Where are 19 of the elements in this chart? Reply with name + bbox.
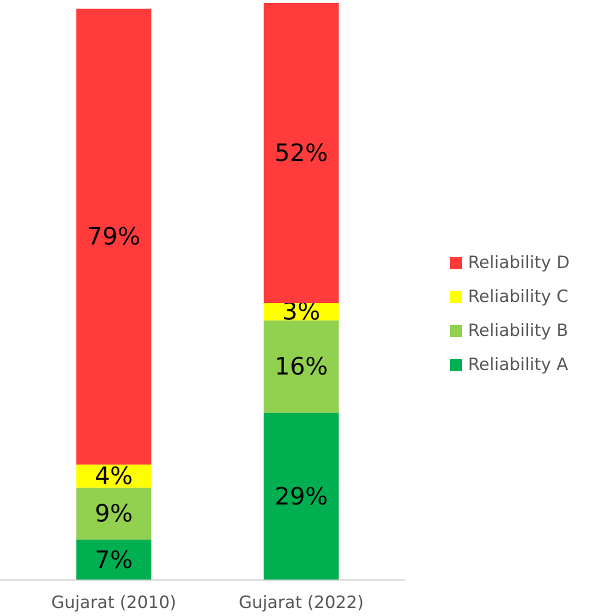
data-label: 9% <box>94 500 133 528</box>
legend-label: Reliability D <box>468 253 570 273</box>
legend-label: Reliability A <box>468 355 568 375</box>
bar <box>76 8 152 465</box>
legend-label: Reliability C <box>468 287 568 307</box>
x-tick-label: Gujarat (2010) <box>51 593 176 614</box>
bar <box>76 488 152 540</box>
legend-label: Reliability B <box>468 321 568 341</box>
data-label: 16% <box>274 352 328 381</box>
bar <box>264 3 339 304</box>
bar <box>264 320 339 413</box>
x-tick-label: Gujarat (2022) <box>238 593 364 614</box>
data-label: 29% <box>274 482 328 510</box>
data-label: 52% <box>274 139 328 168</box>
data-label: 4% <box>94 462 133 490</box>
bar <box>264 412 339 580</box>
data-label: 79% <box>87 222 140 251</box>
data-label: 7% <box>94 546 133 574</box>
bar <box>76 540 152 580</box>
